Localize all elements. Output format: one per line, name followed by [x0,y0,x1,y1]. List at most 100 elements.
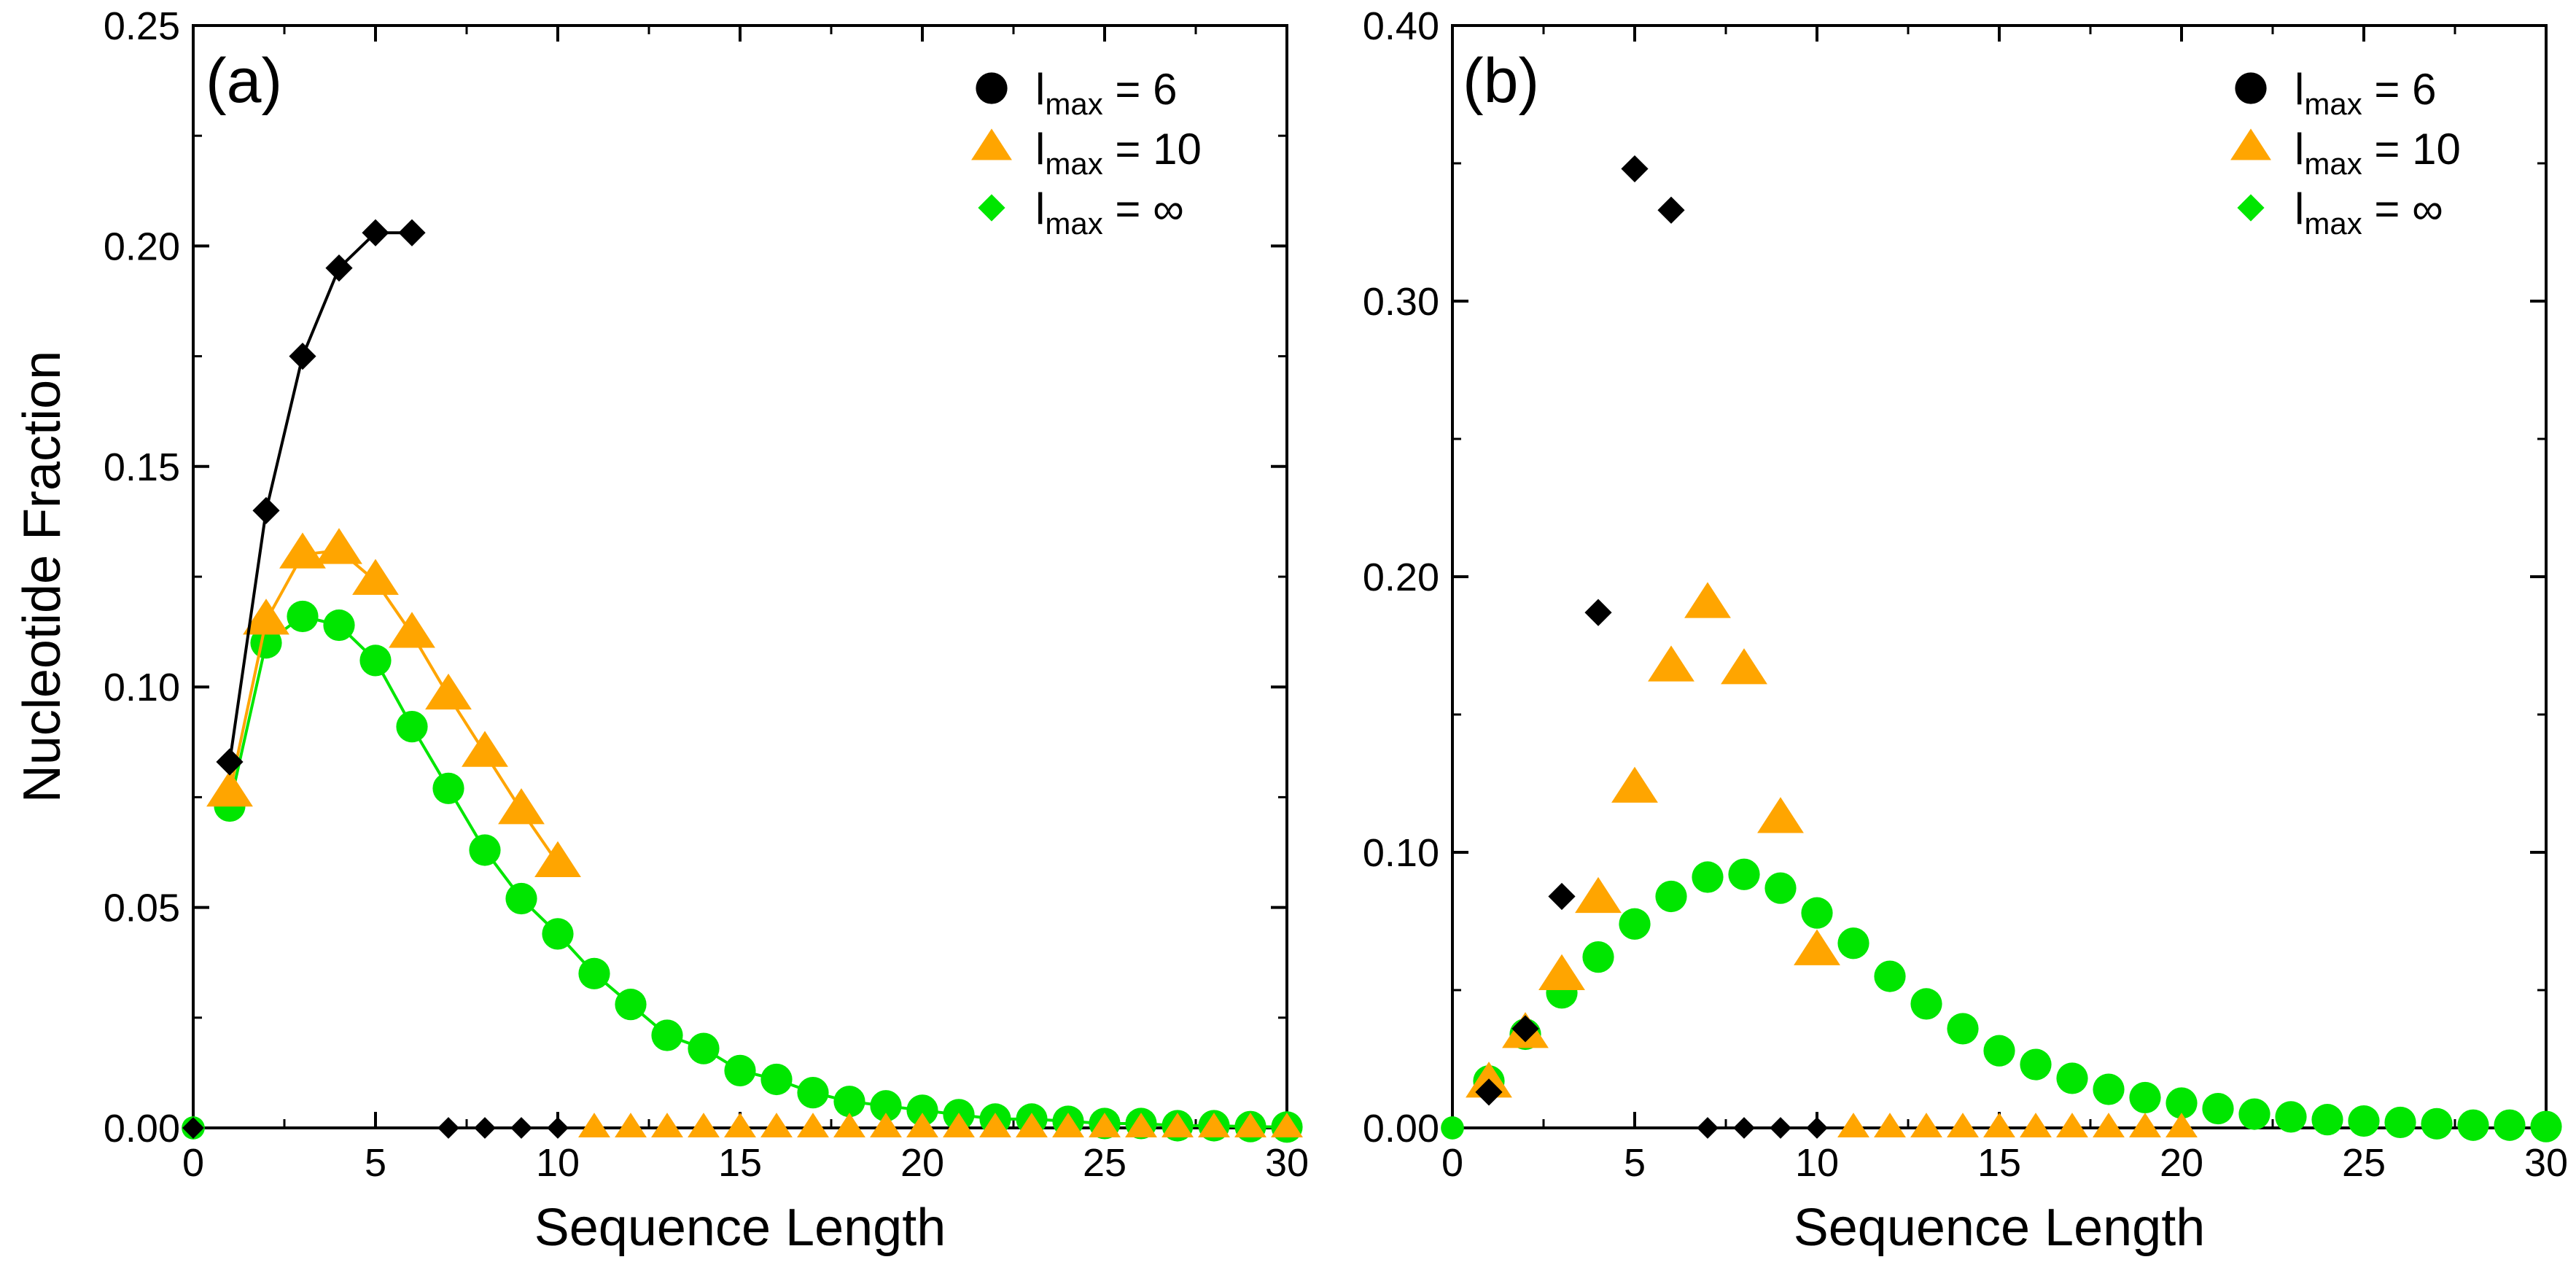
data-point [216,748,244,776]
zero-data-point [1089,1113,1121,1137]
data-point [325,254,353,282]
legend-label: lmax = 6 [1035,65,1177,121]
panel-a-x-axis-label: Sequence Length [534,1199,946,1257]
data-point [2056,1062,2088,1094]
data-point [542,918,574,950]
data-point [359,645,392,677]
legend-entry: lmax = ∞ [2237,184,2443,241]
legend-marker-diamond [978,194,1005,222]
x-tick-label: 25 [2342,1141,2386,1185]
legend-label: lmax = 10 [2295,125,2461,181]
data-point [1692,861,1724,893]
data-point [2530,1110,2562,1142]
x-tick-label: 30 [2524,1141,2568,1185]
y-tick-label: 0.10 [1363,831,1439,875]
data-point [870,1090,902,1122]
y-tick-label: 0.05 [104,887,180,930]
legend-marker-diamond [2237,194,2265,222]
data-point [1584,599,1612,626]
legend-label: lmax = 10 [1035,125,1202,181]
data-point [2384,1106,2416,1139]
data-point [1684,582,1731,618]
data-point [1657,196,1685,224]
panel-b-x-axis-label: Sequence Length [1794,1199,2206,1257]
zero-data-point [547,1117,569,1139]
panel-b-label: (b) [1463,46,1539,116]
zero-data-point [1874,1113,1906,1137]
data-point [2129,1081,2161,1114]
data-point [1983,1035,2015,1067]
x-tick-label: 20 [2160,1141,2203,1185]
zero-data-point [1271,1113,1303,1137]
zero-data-point [2129,1113,2161,1137]
zero-data-point [943,1113,975,1137]
zero-data-point [797,1113,829,1137]
data-point [833,1086,865,1118]
data-point [534,841,581,877]
data-point [2348,1105,2380,1137]
data-point [243,599,289,635]
data-point [2421,1107,2453,1140]
legend-entry: lmax = 6 [976,65,1177,121]
data-point [279,532,326,569]
legend-entry: lmax = 10 [971,125,1202,181]
data-point [323,609,355,642]
x-tick-label: 10 [1795,1141,1839,1185]
y-tick-label: 0.10 [104,666,180,709]
zero-data-point [2056,1113,2088,1137]
legend-label: lmax = 6 [2295,65,2436,121]
data-point [1794,929,1840,965]
data-point [432,772,464,804]
data-point [316,528,362,564]
data-point [362,219,389,246]
data-point [252,497,280,524]
zero-data-point [688,1113,720,1137]
y-tick-label: 0.20 [104,225,180,268]
data-point [651,1019,683,1051]
y-tick-label: 0.30 [1363,280,1439,324]
y-tick-label: 0.25 [104,4,180,48]
x-tick-label: 0 [1441,1141,1463,1185]
data-point [2166,1087,2198,1119]
data-point [389,612,435,648]
legend-entry: lmax = ∞ [978,184,1184,241]
data-point [505,882,537,915]
zero-data-point [1016,1113,1048,1137]
data-point [2275,1101,2307,1133]
data-point [398,219,426,246]
series-line [228,615,1288,1129]
data-point [2457,1109,2489,1141]
data-point [462,731,508,767]
y-tick-label: 0.00 [1363,1107,1439,1151]
data-point [1910,988,1942,1020]
series-lmax-10 [206,528,1303,1137]
zero-data-point [1947,1113,1979,1137]
x-tick-label: 0 [182,1141,204,1185]
data-point [2093,1073,2125,1105]
data-point [2311,1104,2343,1136]
zero-data-point [578,1113,610,1137]
panel-b-y-ticks: 0.00 0.10 0.20 0.30 0.40 [1363,4,2546,1151]
panel-b: 0.00 0.10 0.20 0.30 0.40 0 5 10 15 20 25 30 (b) lm… [1363,4,2568,1257]
y-axis-label: Nucleotide Fraction [13,351,71,803]
zero-data-point [1983,1113,2015,1137]
zero-data-point [2020,1113,2052,1137]
panel-a-y-ticks: 0.00 0.05 0.10 0.15 0.20 0.25 [104,4,1287,1151]
data-point [1757,797,1804,833]
data-point [1837,927,1869,959]
zero-data-point [510,1117,532,1139]
zero-data-point [870,1113,902,1137]
data-point [2202,1092,2234,1125]
data-point [724,1054,756,1086]
data-point [1575,876,1622,914]
zero-data-point [833,1113,865,1137]
zero-data-point [615,1113,647,1137]
data-point [906,1094,938,1126]
data-point [287,600,319,633]
data-point [1511,1015,1539,1043]
data-point [578,957,610,989]
data-point [1548,882,1576,911]
